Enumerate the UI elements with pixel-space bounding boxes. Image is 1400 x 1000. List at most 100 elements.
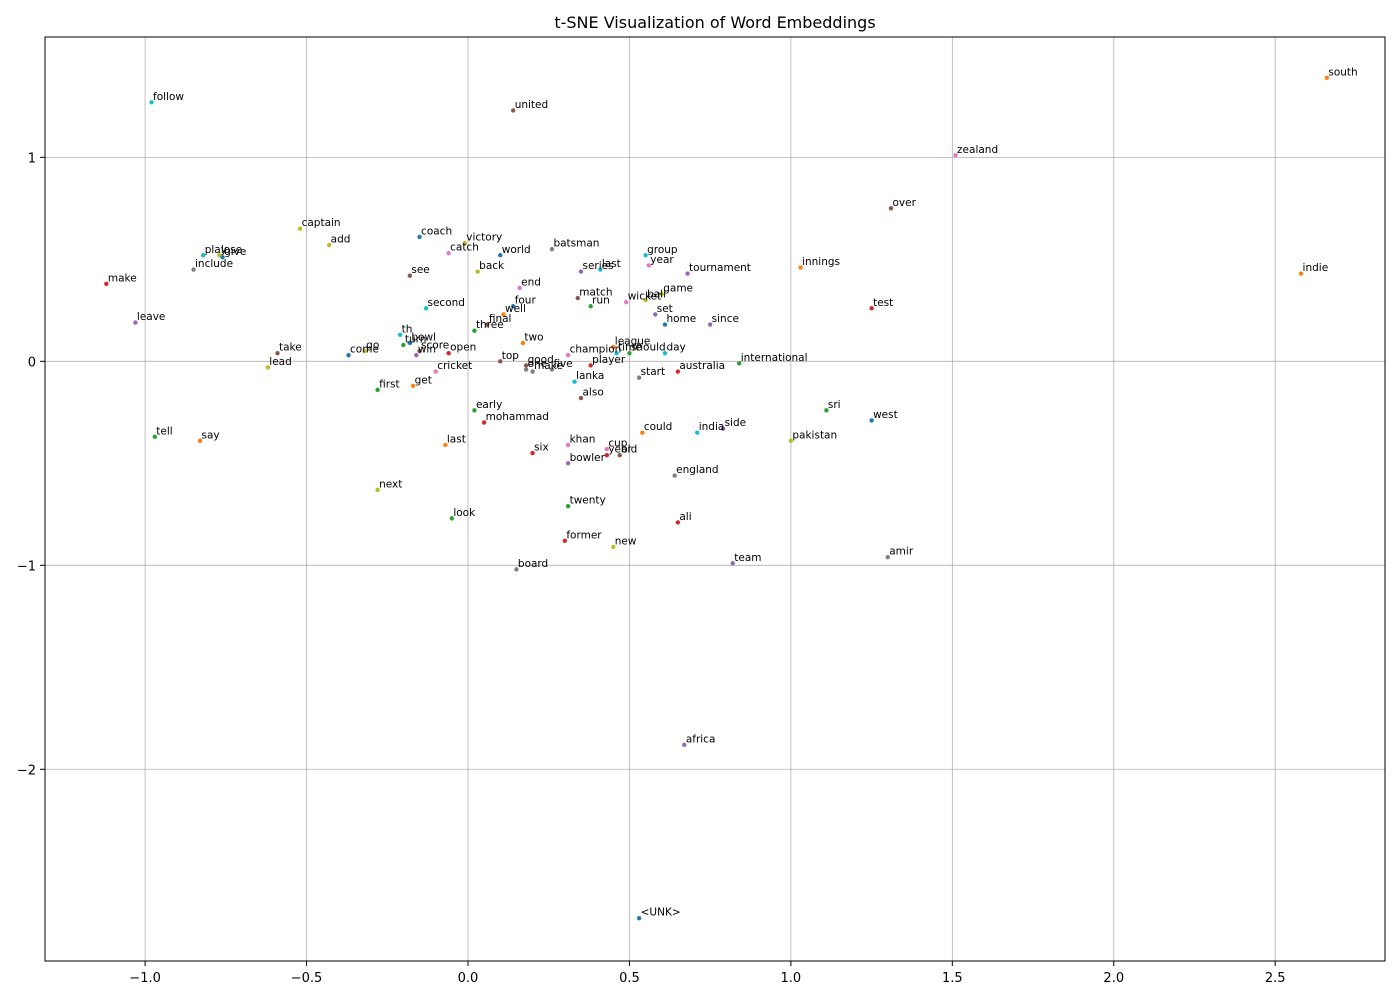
axes-frame (44, 36, 1386, 962)
word-point (617, 452, 622, 458)
word-point (401, 342, 406, 348)
word-point (472, 408, 477, 413)
word-label: should (631, 342, 666, 354)
word-label: world (502, 244, 531, 256)
word-label: look (453, 507, 476, 519)
word-label: player (592, 354, 626, 366)
word-point (375, 487, 380, 493)
word-label: pakistan (792, 429, 837, 441)
word-point (510, 108, 516, 113)
word-label: batsman (553, 238, 599, 250)
word-point (788, 438, 794, 444)
word-point (481, 420, 487, 425)
x-tick-label: 0.5 (619, 971, 640, 986)
word-label: make (534, 360, 563, 372)
word-label: australia (679, 360, 725, 372)
word-label: old (621, 444, 637, 456)
word-point (953, 153, 958, 158)
word-point (149, 100, 154, 105)
word-label: six (534, 442, 549, 454)
word-label: coach (421, 225, 452, 237)
word-point (549, 367, 555, 372)
word-point (659, 291, 664, 297)
word-label: england (676, 464, 718, 476)
word-point (523, 363, 529, 368)
word-label: new (615, 535, 637, 547)
word-point (326, 242, 332, 248)
word-label: say (201, 429, 219, 441)
word-point (565, 352, 571, 358)
word-point (869, 306, 874, 311)
word-label: lose (221, 244, 242, 256)
word-label: khan (570, 433, 596, 445)
word-point (643, 297, 648, 303)
word-point (191, 267, 196, 272)
word-point (265, 365, 270, 370)
word-point (675, 369, 681, 374)
word-label: make (108, 272, 137, 284)
word-point (520, 340, 526, 346)
x-tick-label: 1.0 (781, 971, 802, 986)
word-label: one (528, 358, 548, 370)
word-point (885, 554, 890, 560)
word-point (588, 304, 593, 309)
data-points (104, 75, 1330, 921)
word-label: go (366, 340, 379, 352)
word-point (707, 322, 713, 327)
word-label: series (583, 260, 614, 272)
word-point (662, 350, 668, 356)
y-tick-label: −2 (17, 763, 36, 778)
word-point (517, 285, 522, 291)
word-label: test (873, 297, 893, 309)
word-point (604, 452, 610, 458)
word-point (869, 418, 874, 423)
word-point (485, 322, 490, 327)
axis-ticks: −1.0 −0.5 0.0 0.5 1.0 1.5 2.0 2.5 1 0 −1 −2 (17, 151, 1286, 986)
word-label: five (553, 358, 572, 370)
word-label: indie (1303, 262, 1329, 274)
chart-title: t-SNE Visualization of Word Embeddings (554, 13, 875, 32)
word-point (1298, 271, 1304, 276)
word-label: win (418, 344, 436, 356)
word-point (275, 350, 280, 356)
word-point (510, 304, 516, 309)
word-label: former (566, 529, 602, 541)
word-point (449, 516, 455, 521)
word-label: include (195, 258, 233, 270)
word-label: sri (828, 399, 841, 411)
word-point (375, 387, 380, 393)
word-point (562, 538, 568, 544)
word-label: india (699, 421, 725, 433)
word-point (798, 265, 803, 270)
word-point (446, 251, 451, 256)
word-label: ali (679, 511, 691, 523)
x-tick-label: 2.0 (1103, 971, 1124, 986)
word-label: score (421, 340, 449, 352)
word-label: also (583, 387, 604, 399)
word-point (824, 408, 829, 413)
word-point (462, 240, 467, 246)
word-point (414, 352, 419, 358)
word-label: top (502, 350, 520, 362)
word-label: three (476, 319, 504, 331)
word-point (653, 312, 658, 317)
x-tick-label: −1.0 (129, 971, 161, 986)
word-label: west (873, 409, 898, 421)
word-label: next (379, 478, 402, 490)
word-label: th (402, 323, 413, 335)
word-point (572, 379, 577, 384)
word-label: catch (450, 242, 479, 254)
word-label: board (518, 558, 548, 570)
word-label: victory (466, 232, 502, 244)
word-point (720, 426, 726, 431)
word-label: united (515, 99, 548, 111)
x-tick-label: −0.5 (291, 971, 323, 986)
word-point (498, 253, 503, 258)
word-label: match (579, 287, 612, 299)
word-point (643, 253, 648, 258)
word-point (220, 255, 225, 260)
word-label: give (224, 246, 246, 258)
word-point (611, 544, 616, 550)
word-label: lanka (576, 370, 604, 382)
word-label: amir (889, 546, 914, 558)
